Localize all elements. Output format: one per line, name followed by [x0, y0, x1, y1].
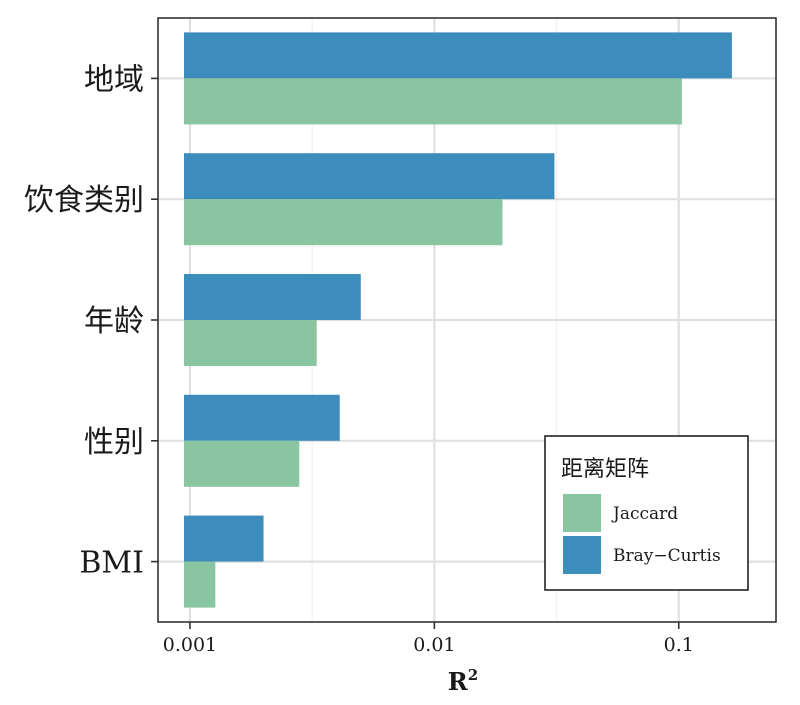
bar-jaccard	[184, 199, 503, 246]
x-axis-title-main: R	[448, 667, 469, 696]
x-tick-label: 0.1	[664, 634, 694, 656]
bar-bray-curtis	[184, 153, 555, 200]
y-tick-label: BMI	[79, 546, 144, 581]
legend: 距离矩阵 Jaccard Bray−Curtis	[544, 435, 749, 591]
y-tick-label: 地域	[84, 62, 144, 97]
bar-jaccard	[184, 78, 682, 125]
legend-key	[563, 494, 601, 532]
bars	[184, 32, 732, 608]
legend-title: 距离矩阵	[561, 457, 649, 482]
x-tick-label: 0.001	[163, 634, 217, 656]
y-tick-label: 饮食类别	[24, 183, 144, 218]
bar-bray-curtis	[184, 32, 732, 79]
bar-jaccard	[184, 440, 300, 487]
bar-jaccard	[184, 561, 216, 608]
y-tick-label: 性别	[84, 425, 144, 460]
bar-bray-curtis	[184, 515, 264, 562]
y-tick-label: 年龄	[84, 304, 144, 339]
bar-bray-curtis	[184, 274, 361, 320]
bar-bray-curtis	[184, 394, 340, 441]
legend-label: Jaccard	[611, 504, 678, 524]
x-axis-title-superscript: 2	[468, 666, 478, 684]
x-axis-title: R2	[448, 666, 478, 696]
legend-key	[563, 536, 601, 574]
legend-label: Bray−Curtis	[613, 546, 721, 566]
x-tick-label: 0.01	[413, 634, 455, 656]
bar-jaccard	[184, 320, 317, 366]
